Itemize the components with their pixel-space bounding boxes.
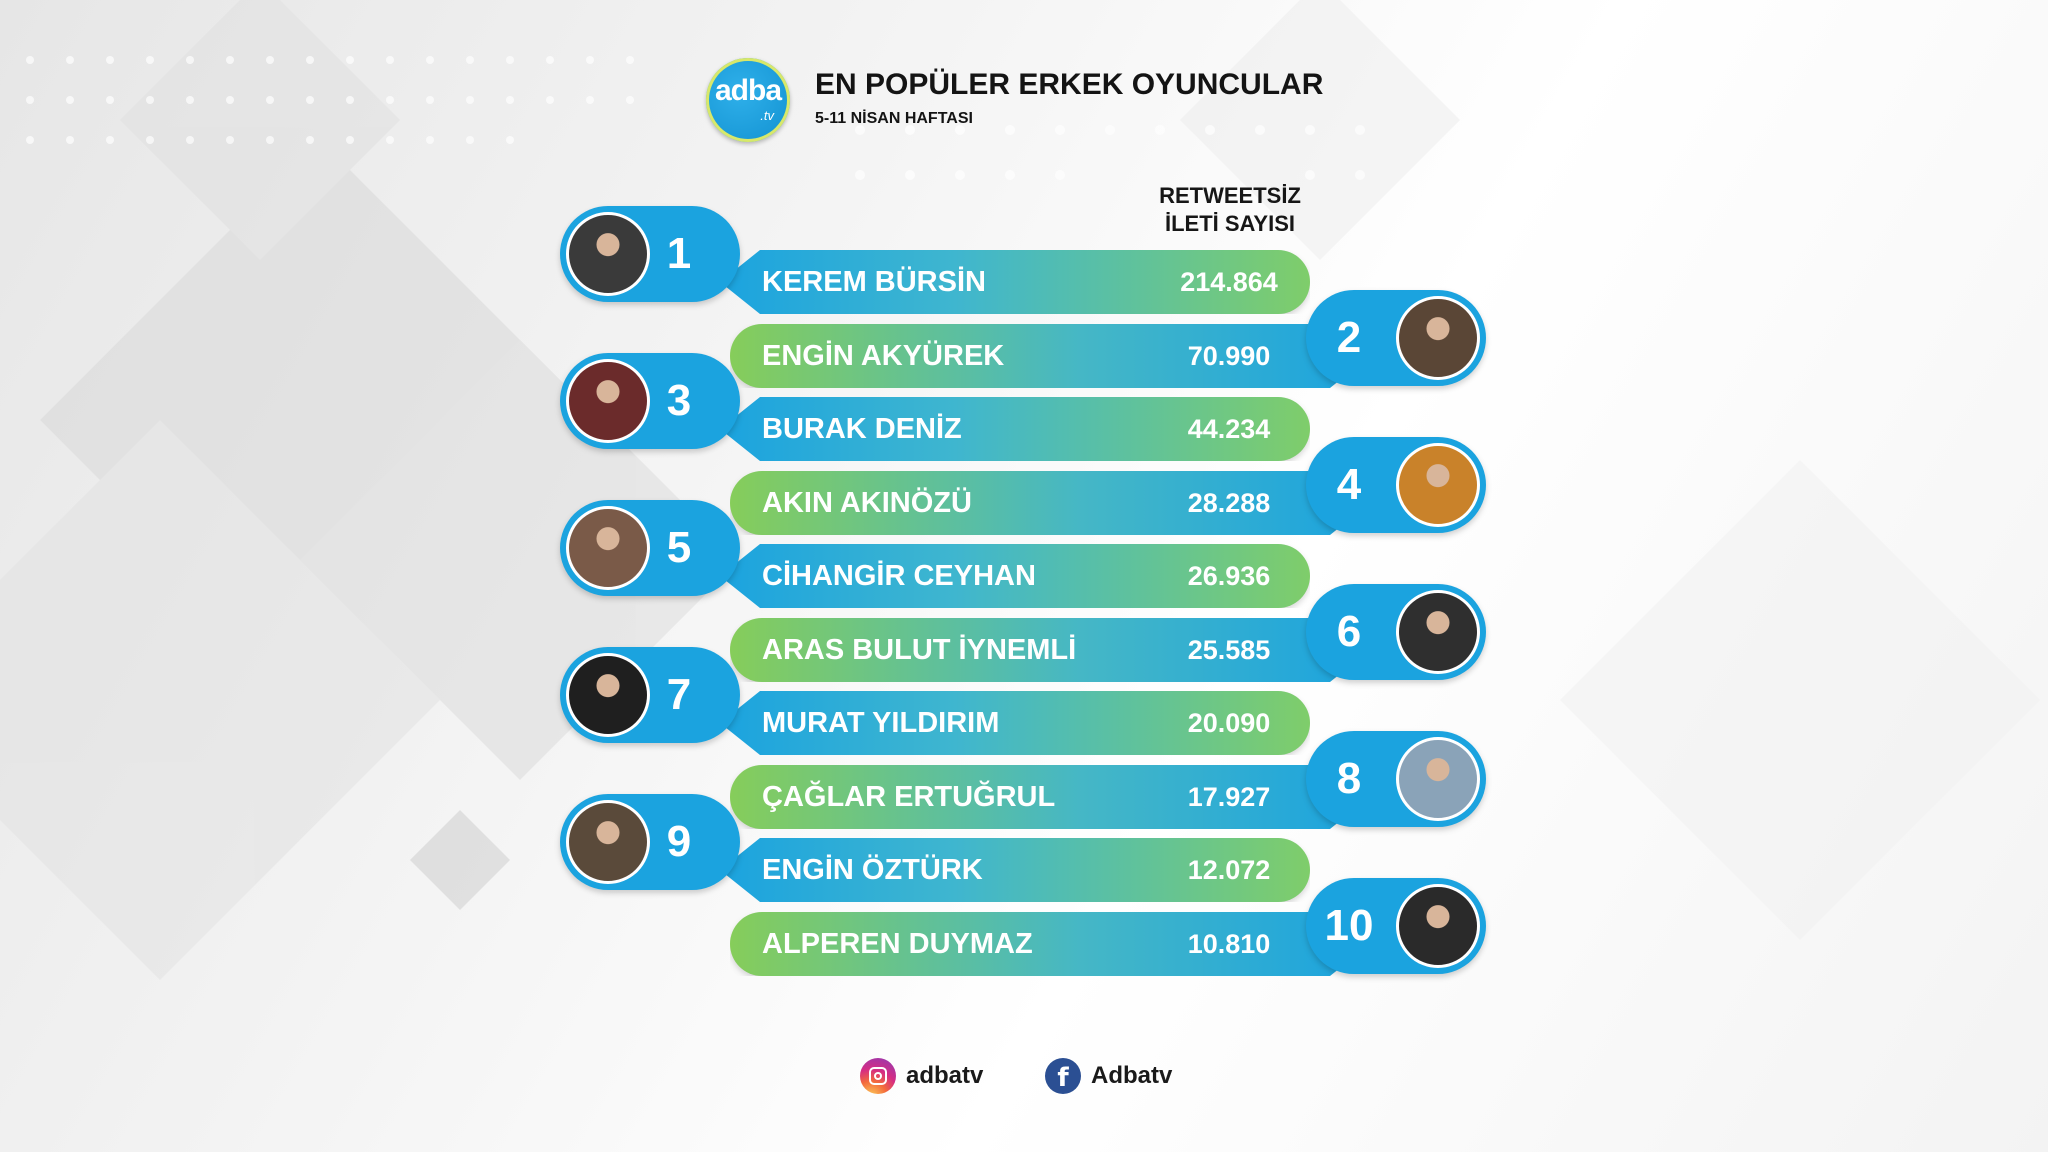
- ranking-bar-2: [730, 324, 1370, 388]
- ranking-bar-5: [720, 544, 1310, 608]
- actor-name-1: KEREM BÜRSİN: [762, 266, 986, 298]
- actor-photo-10: [1396, 884, 1480, 968]
- post-count-4: 28.288: [1187, 488, 1271, 518]
- rank-number-10: 10: [1324, 901, 1374, 950]
- rank-number-2: 2: [1336, 313, 1362, 362]
- post-count-3: 44.234: [1187, 414, 1271, 444]
- post-count-10: 10.810: [1187, 929, 1271, 959]
- actor-name-8: ÇAĞLAR ERTUĞRUL: [762, 781, 1056, 813]
- rank-number-5: 5: [666, 523, 692, 572]
- instagram-icon: [860, 1058, 896, 1094]
- logo-text: adba: [714, 74, 782, 107]
- post-count-5: 26.936: [1187, 561, 1271, 591]
- instagram-label: adbatv: [906, 1062, 984, 1089]
- actor-name-2: ENGİN AKYÜREK: [762, 340, 1005, 372]
- facebook-icon: f: [1045, 1058, 1081, 1094]
- page-title: EN POPÜLER ERKEK OYUNCULAR: [815, 68, 1324, 101]
- actor-name-7: MURAT YILDIRIM: [762, 707, 1000, 739]
- value-column-header: RETWEETSİZ İLETİ SAYISI: [1100, 182, 1360, 238]
- ranking-bar-10: [730, 912, 1370, 976]
- actor-photo-6: [1396, 590, 1480, 674]
- actor-photo-2: [1396, 296, 1480, 380]
- ranking-bar-7: [720, 691, 1310, 755]
- post-count-1: 214.864: [1180, 267, 1278, 297]
- page-subtitle: 5-11 NİSAN HAFTASI: [815, 110, 973, 127]
- actor-photo-7: [566, 653, 650, 737]
- rank-number-7: 7: [666, 670, 692, 719]
- rank-number-9: 9: [666, 817, 692, 866]
- actor-name-3: BURAK DENİZ: [762, 413, 962, 445]
- actor-name-5: CİHANGİR CEYHAN: [762, 560, 1036, 592]
- ranking-bar-4: [730, 471, 1370, 535]
- actor-photo-3: [566, 359, 650, 443]
- ranking-bar-3: [720, 397, 1310, 461]
- rank-number-8: 8: [1336, 754, 1362, 803]
- rank-number-1: 1: [666, 229, 692, 278]
- facebook-label: Adbatv: [1091, 1062, 1173, 1089]
- actor-photo-1: [566, 212, 650, 296]
- instagram-link[interactable]: adbatv: [860, 1058, 1000, 1100]
- actor-name-4: AKIN AKINÖZÜ: [762, 487, 972, 519]
- ranking-bar-1: [720, 250, 1310, 314]
- actor-name-6: ARAS BULUT İYNEMLİ: [762, 634, 1077, 666]
- post-count-8: 17.927: [1187, 782, 1271, 812]
- ranking-bar-8: [730, 765, 1370, 829]
- post-count-9: 12.072: [1187, 855, 1271, 885]
- actor-photo-5: [566, 506, 650, 590]
- logo-suffix: .tv: [760, 108, 774, 123]
- facebook-link[interactable]: f Adbatv: [1045, 1058, 1185, 1100]
- value-column-header-line1: RETWEETSİZ: [1159, 183, 1301, 208]
- actor-name-9: ENGİN ÖZTÜRK: [762, 854, 983, 886]
- rank-number-3: 3: [666, 376, 692, 425]
- ranking-bar-9: [720, 838, 1310, 902]
- actor-photo-8: [1396, 737, 1480, 821]
- rank-number-4: 4: [1336, 460, 1362, 509]
- ranking-bar-6: [730, 618, 1370, 682]
- actor-photo-4: [1396, 443, 1480, 527]
- value-column-header-line2: İLETİ SAYISI: [1164, 211, 1295, 236]
- post-count-7: 20.090: [1187, 708, 1271, 738]
- actor-name-10: ALPEREN DUYMAZ: [762, 928, 1033, 960]
- adba-logo: adba .tv: [706, 58, 790, 142]
- post-count-2: 70.990: [1187, 341, 1271, 371]
- actor-photo-9: [566, 800, 650, 884]
- post-count-6: 25.585: [1187, 635, 1271, 665]
- rank-number-6: 6: [1336, 607, 1362, 656]
